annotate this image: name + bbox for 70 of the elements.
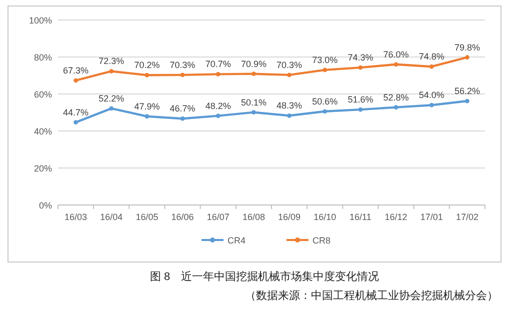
y-tick-label: 100% (28, 16, 52, 26)
x-tick-label: 17/02 (456, 212, 478, 222)
data-label: 50.1% (240, 97, 266, 108)
data-label: 70.3% (170, 60, 196, 70)
point (74, 78, 78, 83)
y-tick-label: 60% (34, 90, 52, 100)
point (358, 107, 363, 112)
data-label: 70.2% (134, 60, 160, 70)
point (109, 69, 114, 74)
legend-label: CR8 (312, 236, 331, 246)
point (322, 109, 328, 114)
y-tick-label: 80% (34, 52, 52, 62)
point (429, 102, 434, 108)
text: （数据来源：中国工程机械工业协会挖掘机械分会） (245, 289, 498, 302)
data-label: 74.8% (418, 52, 444, 62)
legend-label: CR4 (228, 236, 246, 246)
point (74, 120, 78, 125)
point (109, 106, 114, 111)
data-label: 46.7% (170, 104, 196, 114)
point (394, 62, 398, 67)
data-label: 54.0% (418, 90, 444, 100)
point (144, 72, 150, 78)
y-tick-label: 20% (34, 164, 52, 174)
x-tick-label: 17/01 (420, 212, 443, 222)
data-label: 48.3% (276, 100, 302, 111)
point (180, 72, 185, 78)
point (322, 68, 328, 72)
text: 图 8 近一年中国挖掘机械市场集中度变化情况 (150, 270, 380, 283)
data-label: 48.2% (205, 100, 231, 111)
x-tick-label: 16/08 (242, 212, 265, 222)
point (216, 114, 220, 118)
data-label: 67.3% (63, 65, 89, 76)
point (358, 65, 363, 70)
data-label: 74.3% (348, 52, 374, 63)
x-tick-label: 16/03 (64, 212, 88, 222)
data-label: 52.2% (98, 93, 124, 104)
point (465, 98, 470, 104)
data-label: 70.9% (240, 58, 266, 69)
data-label: 76.0% (383, 49, 409, 60)
data-label: 51.6% (348, 94, 374, 105)
x-tick-label: 16/04 (100, 212, 123, 222)
x-tick-label: 16/10 (314, 212, 336, 222)
y-tick-label: 40% (34, 126, 52, 136)
point (252, 72, 256, 76)
x-tick-label: 16/07 (206, 212, 230, 222)
data-label: 70.3% (276, 60, 302, 70)
data-label: 72.3% (98, 56, 124, 66)
data-label: 73.0% (312, 54, 338, 65)
data-label: 79.8% (454, 42, 480, 52)
data-label: 70.7% (205, 59, 231, 70)
data-label: 56.2% (454, 86, 480, 96)
data-label: 47.9% (134, 101, 160, 112)
point (180, 116, 185, 121)
point (465, 55, 470, 60)
x-tick-label: 16/09 (278, 212, 301, 222)
point (144, 114, 150, 119)
point (287, 113, 292, 118)
data-label: 50.6% (312, 96, 338, 106)
data-label: 52.8% (383, 92, 409, 102)
point (429, 64, 434, 69)
point (252, 110, 256, 115)
x-tick-label: 16/12 (384, 212, 408, 222)
data-label: 44.7% (63, 107, 89, 118)
point (216, 72, 220, 76)
x-tick-label: 16/06 (171, 212, 194, 222)
x-tick-label: 16/05 (136, 212, 158, 222)
x-tick-label: 16/11 (350, 212, 372, 222)
point (287, 72, 292, 78)
point (394, 105, 398, 110)
y-tick-label: 0% (38, 200, 52, 210)
